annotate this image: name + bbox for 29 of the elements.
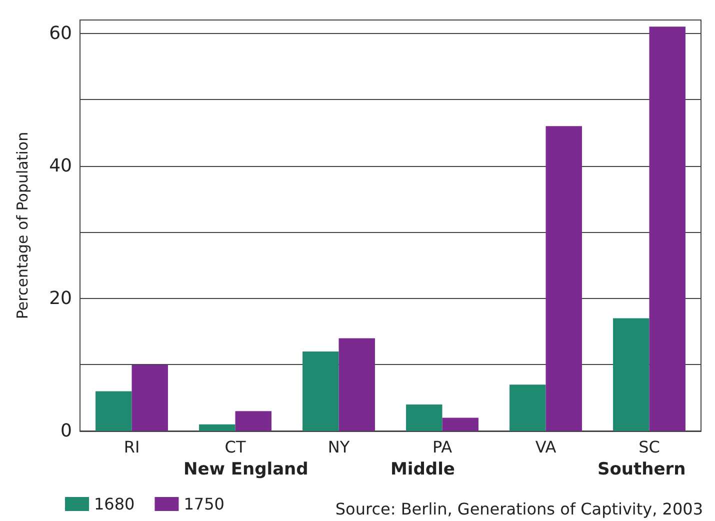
x-tick-label: PA — [432, 438, 452, 456]
bar — [132, 364, 168, 431]
legend-label: 1750 — [184, 494, 224, 514]
text: New England — [183, 460, 308, 480]
x-tick-label: CT — [224, 438, 246, 456]
bar — [406, 404, 442, 431]
y-tick-label: 0 — [60, 420, 72, 442]
bar — [546, 126, 582, 431]
x-tick-label: VA — [535, 438, 556, 456]
text: Southern — [597, 460, 686, 480]
bar — [338, 338, 375, 431]
x-tick-label: RI — [124, 438, 140, 456]
bar — [442, 418, 478, 431]
bar — [649, 26, 686, 431]
y-tick-label: 40 — [49, 155, 72, 176]
x-tick-label: NY — [328, 438, 350, 456]
bar — [199, 424, 236, 431]
bar — [510, 384, 546, 431]
bar — [302, 351, 339, 431]
bar — [96, 391, 132, 431]
text: Middle — [390, 460, 455, 480]
y-tick-label: 60 — [49, 22, 72, 44]
bar — [613, 318, 650, 431]
x-tick-label: SC — [638, 438, 660, 456]
y-axis-title: Percentage of Population — [14, 132, 32, 320]
bar — [235, 411, 272, 431]
y-tick-label: 20 — [49, 288, 72, 309]
legend-label: 1680 — [94, 494, 135, 514]
source-note: Source: Berlin, Generations of Captivity, 2003 — [335, 500, 704, 518]
